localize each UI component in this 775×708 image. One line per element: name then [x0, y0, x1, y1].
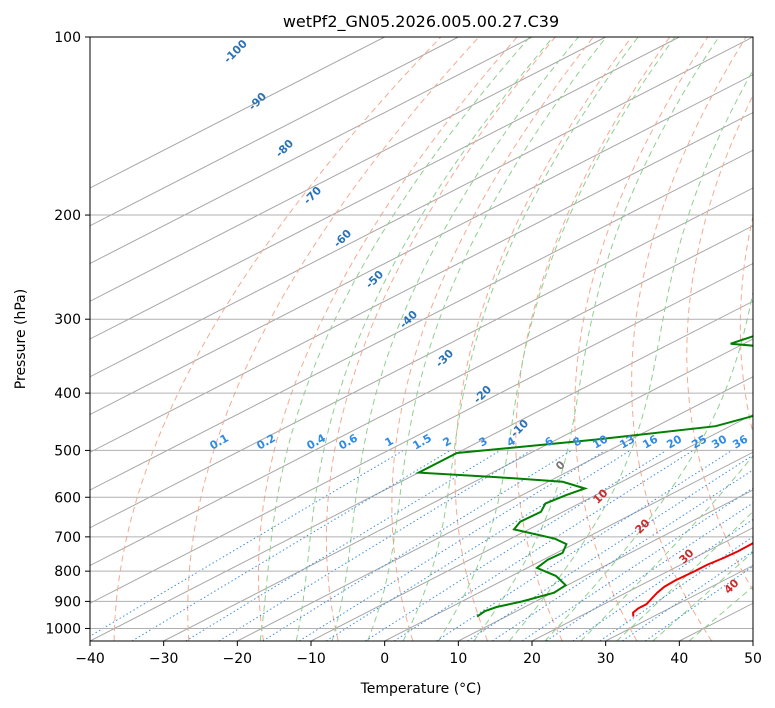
moist-adiabat-line: [616, 510, 753, 641]
isotherm-line: [90, 37, 680, 340]
temperature-profile-line: [632, 541, 753, 617]
mixing-ratio-line: [393, 449, 694, 641]
plot-frame: [89, 36, 754, 642]
mixing-ratio-line: [218, 449, 532, 641]
y-tick-label: 400: [54, 386, 81, 402]
x-tick-label: −30: [149, 651, 179, 667]
isotherm-line: [90, 37, 533, 265]
isotherm-line: [163, 338, 753, 641]
x-tick-label: −40: [75, 651, 105, 667]
isotherm-line: [90, 37, 606, 302]
isotherm-line: [310, 413, 753, 641]
moist-adiabat-line: [259, 37, 531, 641]
mixing-ratio-line: [622, 550, 753, 641]
mixing-ratio-line: [492, 469, 753, 641]
y-tick-label: 900: [54, 594, 81, 610]
moist-adiabat-line: [402, 37, 639, 641]
y-tick-label: 500: [54, 443, 81, 459]
x-axis-ticks: −40 −30 −20 −10 0 10 20 30 40 50: [75, 641, 762, 667]
chart-title: wetPf2_GN05.2026.005.00.27.C39: [283, 12, 559, 32]
moist-adiabat-line: [331, 37, 579, 641]
isotherm-line: [90, 300, 753, 641]
mixing-ratio-line: [521, 487, 753, 641]
isotherm-line: [90, 111, 753, 453]
isotherm-line: [90, 149, 753, 491]
y-tick-label: 100: [54, 30, 81, 46]
mixing-ratio-line: [546, 502, 753, 641]
moist-adiabat-line: [688, 585, 753, 641]
y-tick-label: 800: [54, 564, 81, 580]
moist-adiabat-line: [652, 551, 753, 641]
mixing-ratio-line: [325, 449, 631, 641]
x-tick-label: 50: [744, 651, 762, 667]
dry-adiabat-line: [258, 37, 518, 641]
background-lines: [90, 37, 753, 641]
y-tick-label: 200: [54, 208, 81, 224]
x-tick-label: −20: [223, 651, 253, 667]
moist-adiabat-line: [473, 37, 720, 641]
isotherm-line: [384, 451, 753, 641]
x-tick-label: 40: [670, 651, 688, 667]
isotherm-line: [237, 376, 753, 641]
dry-adiabat-line: [113, 37, 442, 641]
y-tick-label: 1000: [45, 621, 81, 637]
isotherm-line: [458, 489, 753, 641]
dry-adiabat-line: [686, 94, 753, 592]
isotherm-line: [90, 187, 753, 529]
x-tick-label: 20: [523, 651, 541, 667]
mixing-ratio-line: [185, 449, 501, 641]
mixing-ratio-line: [644, 565, 753, 641]
y-tick-label: 700: [54, 530, 81, 546]
dry-adiabat-line: [187, 37, 480, 641]
plot-area: [90, 37, 753, 641]
y-tick-label: 300: [54, 312, 81, 328]
dewpoint-profile-line: [414, 335, 753, 618]
moist-adiabat-line: [544, 290, 753, 641]
isotherm-line: [90, 74, 753, 416]
x-axis-label: Temperature (°C): [360, 681, 482, 697]
profiles: [414, 335, 753, 618]
x-tick-label: 0: [380, 651, 389, 667]
isotherm-line: [531, 527, 753, 641]
dry-adiabat-line: [391, 37, 594, 641]
isotherm-line: [90, 37, 385, 189]
isotherm-line: [90, 37, 753, 378]
moist-adiabat-line: [508, 69, 753, 641]
x-tick-label: −10: [296, 651, 326, 667]
isotherm-line: [90, 225, 753, 567]
mixing-ratio-line: [262, 449, 572, 641]
moist-adiabat-line: [367, 37, 607, 641]
y-axis-label: Pressure (hPa): [13, 289, 29, 389]
x-tick-label: 10: [449, 651, 467, 667]
dry-adiabat-line: [454, 37, 632, 641]
dry-adiabat-line: [515, 37, 671, 641]
mixing-ratio-line: [599, 536, 753, 641]
y-tick-label: 600: [54, 490, 81, 506]
isotherm-line: [752, 640, 753, 641]
mixing-ratio-line: [365, 449, 667, 641]
x-tick-label: 30: [597, 651, 615, 667]
y-axis-ticks: 100 200 300 400 500 600 700 800 900 1000: [45, 30, 90, 637]
mixing-ratio-line: [90, 449, 404, 637]
mixing-ratio-line: [298, 449, 606, 641]
isotherm-line: [90, 262, 753, 604]
dry-adiabat-line: [325, 37, 556, 641]
moist-adiabat-line: [295, 37, 554, 641]
isotherm-line: [90, 37, 459, 227]
moist-adiabat-line: [580, 454, 753, 641]
pressure-grid: [90, 37, 753, 629]
